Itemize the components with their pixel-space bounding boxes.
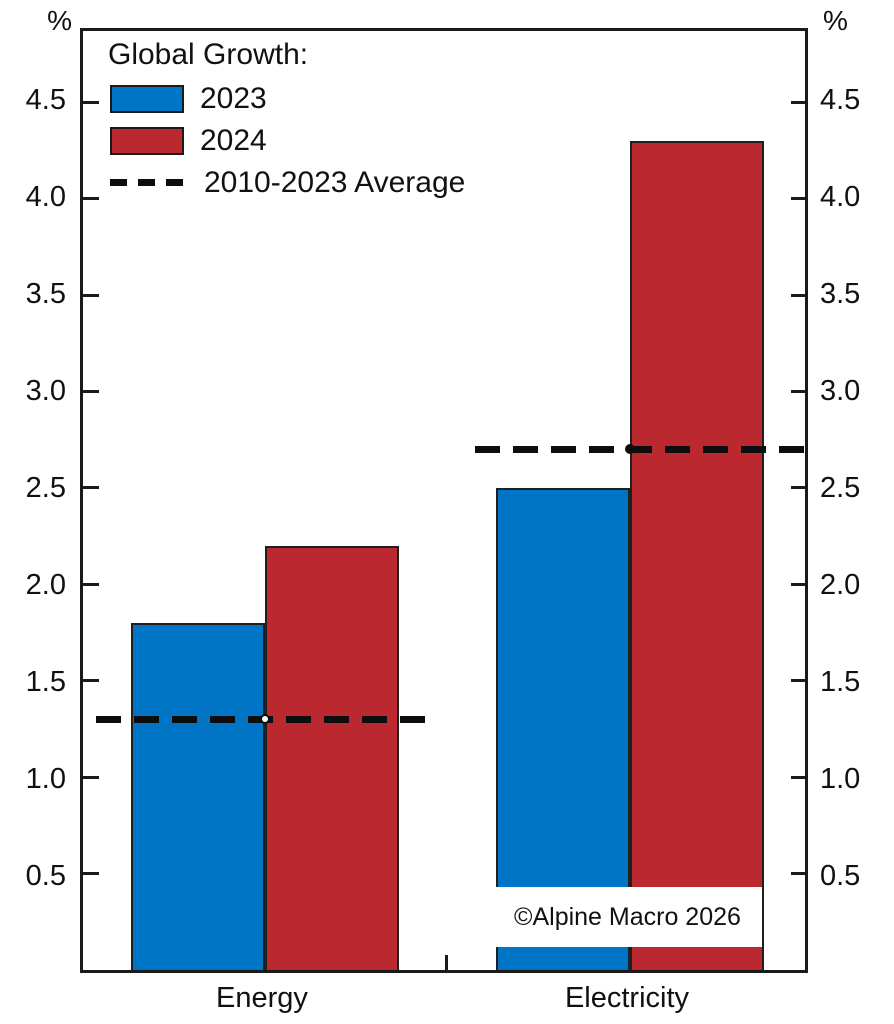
legend-title: Global Growth: <box>108 38 309 71</box>
y-axis-value-ytick-right-1.5: 1.5 <box>820 665 861 698</box>
legend-label-average: 2010-2023 Average <box>204 165 466 199</box>
y-axis-value-ytick-left-0.5: 0.5 <box>25 859 66 892</box>
y-tick-right-1.5 <box>791 679 805 683</box>
legend-item-2024: 2024 <box>110 123 465 157</box>
y-tick-left-0.5 <box>83 872 99 876</box>
x-axis-divider-tick <box>445 955 448 970</box>
y-tick-left-4.5 <box>83 100 99 104</box>
bar-energy-2024 <box>265 545 399 970</box>
legend-swatch-2024 <box>110 126 184 155</box>
y-tick-left-3.0 <box>83 390 99 394</box>
legend-item-average: 2010-2023 Average <box>110 165 466 199</box>
y-axis-value-ytick-left-1.5: 1.5 <box>25 665 66 698</box>
y-tick-right-0.5 <box>791 872 805 876</box>
y-axis-value-ytick-left-3.5: 3.5 <box>25 277 66 310</box>
y-axis-value-ytick-right-1.0: 1.0 <box>820 762 861 795</box>
y-tick-left-3.5 <box>83 293 99 297</box>
y-axis-value-ytick-left-2.0: 2.0 <box>25 568 66 601</box>
y-axis-value-ytick-left-2.5: 2.5 <box>25 471 66 504</box>
y-axis-value-ytick-left-3.0: 3.0 <box>25 374 66 407</box>
legend-dashed-line-sample <box>110 179 192 186</box>
y-axis-value-ytick-right-4.5: 4.5 <box>820 83 861 116</box>
y-tick-right-3.5 <box>791 293 805 297</box>
x-axis-label-energy: Energy <box>216 982 308 1014</box>
y-tick-right-2.5 <box>791 486 805 490</box>
legend-swatch-2023 <box>110 84 184 113</box>
y-tick-right-3.0 <box>791 390 805 394</box>
y-axis-value-ytick-right-3.0: 3.0 <box>820 374 861 407</box>
x-axis-label-electricity: Electricity <box>564 982 690 1014</box>
legend: Global Growth: 2023 2024 2010-2023 Avera… <box>106 38 465 210</box>
y-axis-value-ytick-left-4.0: 4.0 <box>25 180 66 213</box>
legend-label-2024: 2024 <box>200 123 267 157</box>
bar-electricity-2024 <box>630 140 764 970</box>
y-axis-unit-left: % <box>47 5 72 36</box>
y-axis-unit-right: % <box>823 5 848 36</box>
legend-label-2023: 2023 <box>200 81 267 115</box>
y-axis-value-ytick-right-0.5: 0.5 <box>820 859 861 892</box>
plot-area <box>80 28 811 973</box>
legend-item-2023: 2023 <box>110 81 465 115</box>
y-tick-right-1.0 <box>791 775 805 779</box>
y-tick-right-4.0 <box>791 197 805 201</box>
y-tick-left-4.0 <box>83 197 99 201</box>
y-axis-value-ytick-right-3.5: 3.5 <box>820 277 861 310</box>
average-marker-energy <box>260 714 270 725</box>
bar-energy-2023 <box>131 622 265 970</box>
y-axis-value-ytick-right-2.0: 2.0 <box>820 568 861 601</box>
y-axis-value-ytick-right-4.0: 4.0 <box>820 180 861 213</box>
copyright-watermark: ©Alpine Macro 2026 <box>493 887 762 947</box>
y-tick-right-2.0 <box>791 582 805 586</box>
y-tick-left-2.0 <box>83 582 99 586</box>
y-axis-value-ytick-right-2.5: 2.5 <box>820 471 861 504</box>
y-tick-left-2.5 <box>83 486 99 490</box>
y-tick-left-1.0 <box>83 775 99 779</box>
average-line-electricity <box>475 445 811 453</box>
y-axis-value-ytick-left-1.0: 1.0 <box>25 762 66 795</box>
y-axis-value-ytick-left-4.5: 4.5 <box>25 83 66 116</box>
y-tick-right-4.5 <box>791 100 805 104</box>
y-tick-left-1.5 <box>83 679 99 683</box>
